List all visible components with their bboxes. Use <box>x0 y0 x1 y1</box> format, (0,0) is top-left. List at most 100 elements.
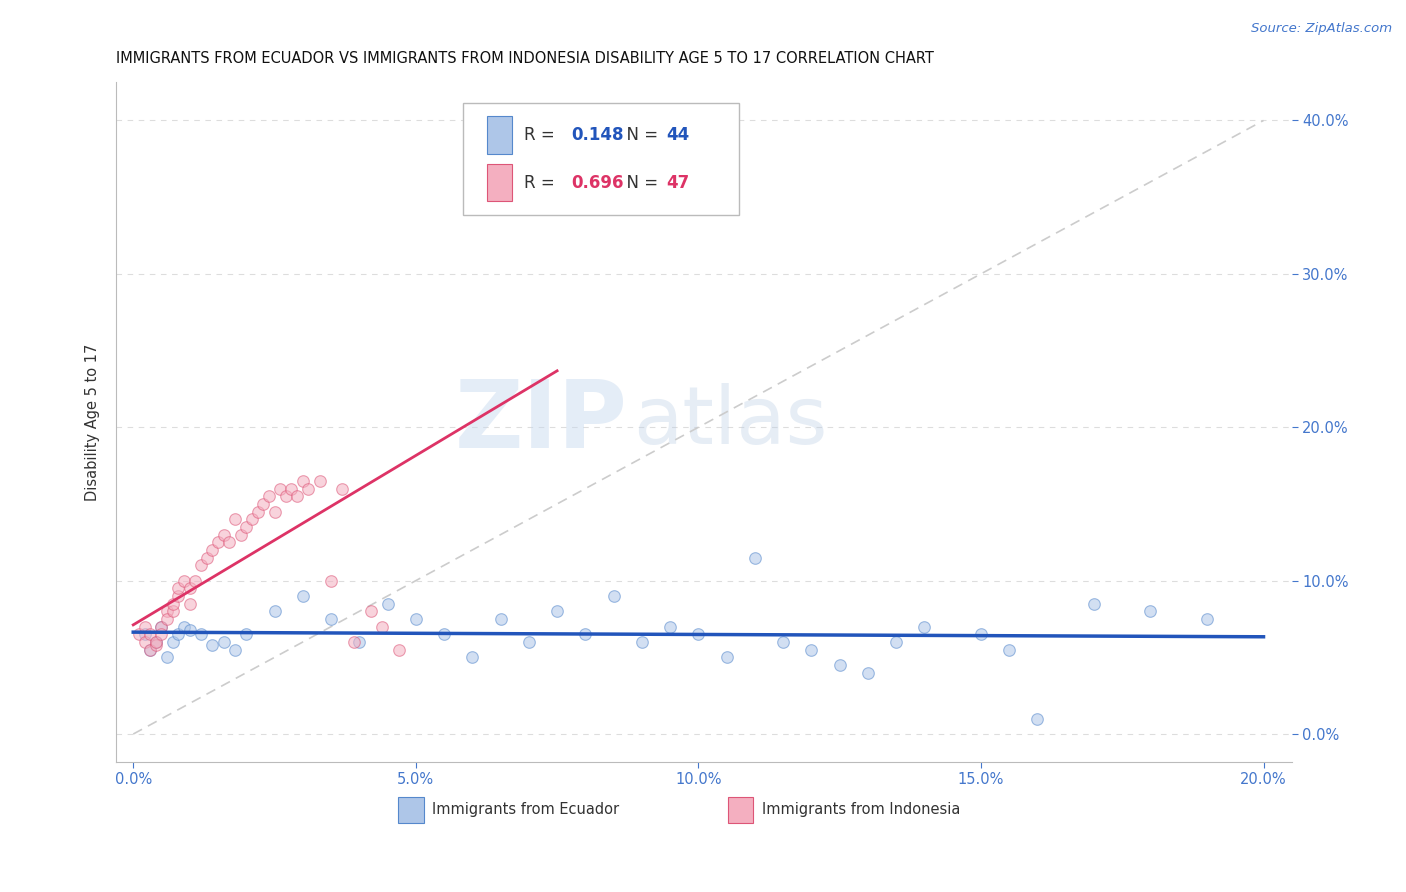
Text: Source: ZipAtlas.com: Source: ZipAtlas.com <box>1251 22 1392 36</box>
Point <box>246 505 269 519</box>
Point <box>291 589 314 603</box>
Point <box>517 635 540 649</box>
Point <box>212 527 235 541</box>
Point <box>145 635 167 649</box>
Point <box>274 489 297 503</box>
Point <box>167 627 190 641</box>
Point <box>156 604 179 618</box>
Point <box>319 612 342 626</box>
Point <box>546 604 568 618</box>
Point <box>201 543 224 558</box>
Point <box>912 620 935 634</box>
Point <box>201 638 224 652</box>
Point <box>179 597 201 611</box>
Point <box>291 474 314 488</box>
Point <box>461 650 484 665</box>
Point <box>190 627 212 641</box>
Point <box>134 620 156 634</box>
Point <box>134 627 156 641</box>
Point <box>280 482 302 496</box>
Point <box>269 482 291 496</box>
Bar <box>486 117 512 153</box>
Point <box>207 535 229 549</box>
Text: N =: N = <box>616 127 664 145</box>
Point <box>134 635 156 649</box>
Point <box>173 620 195 634</box>
Point <box>371 620 394 634</box>
Point <box>167 582 190 596</box>
Point <box>534 190 557 204</box>
Point <box>162 604 184 618</box>
Point <box>184 574 207 588</box>
Bar <box>486 164 512 201</box>
Point <box>162 635 184 649</box>
Point <box>150 620 173 634</box>
Point <box>145 638 167 652</box>
Point <box>970 627 993 641</box>
Point <box>179 623 201 637</box>
Point <box>297 482 319 496</box>
Point <box>308 474 330 488</box>
Point <box>263 604 285 618</box>
Point <box>1083 597 1105 611</box>
Point <box>716 650 738 665</box>
Point <box>195 550 218 565</box>
Point <box>884 635 907 649</box>
Point <box>602 589 624 603</box>
Text: R =: R = <box>524 174 560 192</box>
Point <box>1195 612 1218 626</box>
Point <box>179 582 201 596</box>
Point <box>772 635 794 649</box>
Point <box>360 604 382 618</box>
Point <box>235 627 257 641</box>
Text: IMMIGRANTS FROM ECUADOR VS IMMIGRANTS FROM INDONESIA DISABILITY AGE 5 TO 17 CORR: IMMIGRANTS FROM ECUADOR VS IMMIGRANTS FR… <box>117 51 934 66</box>
Point <box>139 642 162 657</box>
Point <box>252 497 274 511</box>
Point <box>631 635 654 649</box>
Point <box>744 550 766 565</box>
Point <box>1139 604 1161 618</box>
Text: ZIP: ZIP <box>454 376 627 468</box>
Point <box>433 627 456 641</box>
Point <box>235 520 257 534</box>
Text: 0.696: 0.696 <box>571 174 624 192</box>
Point <box>800 642 823 657</box>
Y-axis label: Disability Age 5 to 17: Disability Age 5 to 17 <box>86 343 100 500</box>
Point <box>139 627 162 641</box>
Point <box>856 665 879 680</box>
Point <box>224 512 246 526</box>
Point <box>377 597 399 611</box>
Point <box>150 627 173 641</box>
Point <box>489 612 512 626</box>
FancyBboxPatch shape <box>463 103 740 215</box>
Point <box>218 535 240 549</box>
Bar <box>398 797 425 822</box>
Point <box>828 658 851 673</box>
Point <box>285 489 308 503</box>
Point <box>128 627 150 641</box>
Point <box>659 620 682 634</box>
Point <box>139 642 162 657</box>
Point <box>224 642 246 657</box>
Point <box>1026 712 1049 726</box>
Point <box>319 574 342 588</box>
Point <box>212 635 235 649</box>
Point <box>688 627 710 641</box>
Point <box>388 642 411 657</box>
Point <box>145 635 167 649</box>
Text: R =: R = <box>524 127 560 145</box>
Text: 44: 44 <box>666 127 690 145</box>
Point <box>998 642 1021 657</box>
Point <box>263 505 285 519</box>
Text: 47: 47 <box>666 174 690 192</box>
Point <box>240 512 263 526</box>
Point <box>257 489 280 503</box>
Point <box>167 589 190 603</box>
Point <box>150 620 173 634</box>
Text: 0.148: 0.148 <box>571 127 624 145</box>
Point <box>349 635 371 649</box>
Bar <box>727 797 754 822</box>
Point <box>229 527 252 541</box>
Point <box>405 612 427 626</box>
Point <box>330 482 353 496</box>
